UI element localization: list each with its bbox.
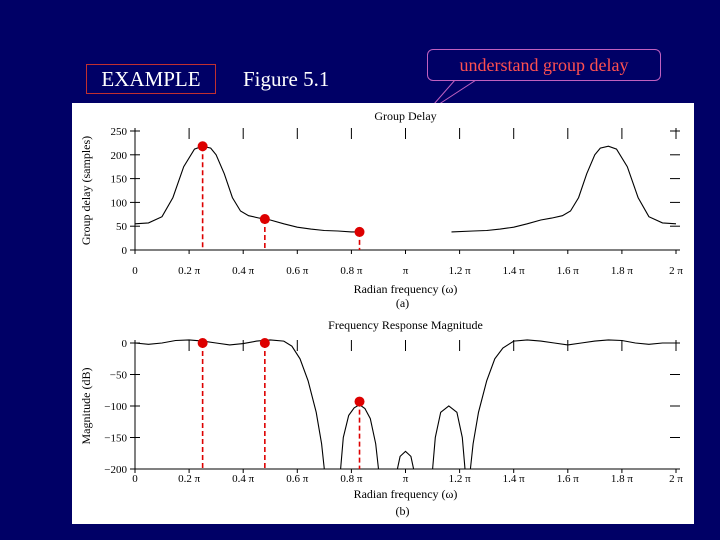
marker-point xyxy=(259,338,270,348)
marker-point xyxy=(197,141,208,152)
x-tick-label: 0.2 π xyxy=(178,265,201,277)
x-tick-label: 2 π xyxy=(669,265,683,277)
callout-bubble: understand group delay xyxy=(427,49,661,81)
chart-1: Frequency Response Magnitude 0 0.2 π 0.4 π 0… xyxy=(79,318,683,518)
y-axis-label: Magnitude (dB) xyxy=(79,368,93,445)
marker-point xyxy=(259,214,270,225)
x-tick-label: 1.2 π xyxy=(449,473,472,485)
x-tick-label: 0.6 π xyxy=(286,473,309,485)
x-axis-label: Radian frequency (ω) xyxy=(354,487,458,501)
x-tick-label: 2 π xyxy=(669,473,683,485)
x-tick-label: 1.6 π xyxy=(557,265,580,277)
y-tick-label: 200 xyxy=(111,150,128,162)
series-curve xyxy=(134,339,325,470)
x-tick-label: 1.4 π xyxy=(503,265,526,277)
chart-0: Group Delay 0 0.2 π 0.4 π 0.6 π 0.8 π π 1.2 π 1.… xyxy=(79,109,683,310)
x-tick-label: 0 xyxy=(132,265,138,277)
y-tick-label: −100 xyxy=(104,401,127,413)
series-curve xyxy=(451,145,677,233)
charts-svg: Group Delay 0 0.2 π 0.4 π 0.6 π 0.8 π π 1.2 π 1.… xyxy=(79,109,683,518)
y-axis-label: Group delay (samples) xyxy=(79,136,93,245)
x-tick-label: π xyxy=(403,265,409,277)
x-tick-label: 1.2 π xyxy=(449,265,472,277)
x-tick-label: 0.8 π xyxy=(340,265,363,277)
figure-panel: Group Delay 0 0.2 π 0.4 π 0.6 π 0.8 π π 1.2 π 1.… xyxy=(72,103,694,524)
y-tick-label: −50 xyxy=(110,370,128,382)
y-tick-label: 0 xyxy=(122,338,128,350)
y-tick-label: −200 xyxy=(104,464,127,476)
example-label: EXAMPLE xyxy=(86,64,216,94)
marker-point xyxy=(197,338,208,348)
y-tick-label: 250 xyxy=(111,126,128,138)
series-curve xyxy=(396,450,415,470)
x-tick-label: 0 xyxy=(132,473,138,485)
x-tick-label: 1.8 π xyxy=(611,473,634,485)
x-tick-label: 0.4 π xyxy=(232,473,255,485)
y-tick-label: −150 xyxy=(104,433,127,445)
y-tick-label: 100 xyxy=(111,197,128,209)
chart-caption: (a) xyxy=(396,296,409,310)
x-axis-label: Radian frequency (ω) xyxy=(354,282,458,296)
marker-point xyxy=(354,396,365,407)
chart-title: Frequency Response Magnitude xyxy=(328,318,483,332)
x-tick-label: π xyxy=(403,473,409,485)
x-tick-label: 0.4 π xyxy=(232,265,255,277)
y-tick-label: 0 xyxy=(122,245,128,257)
y-tick-label: 150 xyxy=(111,174,128,186)
chart-title: Group Delay xyxy=(374,109,436,123)
x-tick-label: 1.4 π xyxy=(503,473,526,485)
chart-caption: (b) xyxy=(396,504,410,518)
figure-label: Figure 5.1 xyxy=(243,67,330,91)
x-tick-label: 0.2 π xyxy=(178,473,201,485)
y-tick-label: 50 xyxy=(116,221,128,233)
x-tick-label: 0.8 π xyxy=(340,473,363,485)
x-tick-label: 0.6 π xyxy=(286,265,309,277)
series-curve xyxy=(432,405,466,470)
marker-point xyxy=(354,226,365,237)
series-curve xyxy=(469,339,676,470)
x-tick-label: 1.6 π xyxy=(557,473,580,485)
series-curve xyxy=(134,145,360,233)
x-tick-label: 1.8 π xyxy=(611,265,634,277)
